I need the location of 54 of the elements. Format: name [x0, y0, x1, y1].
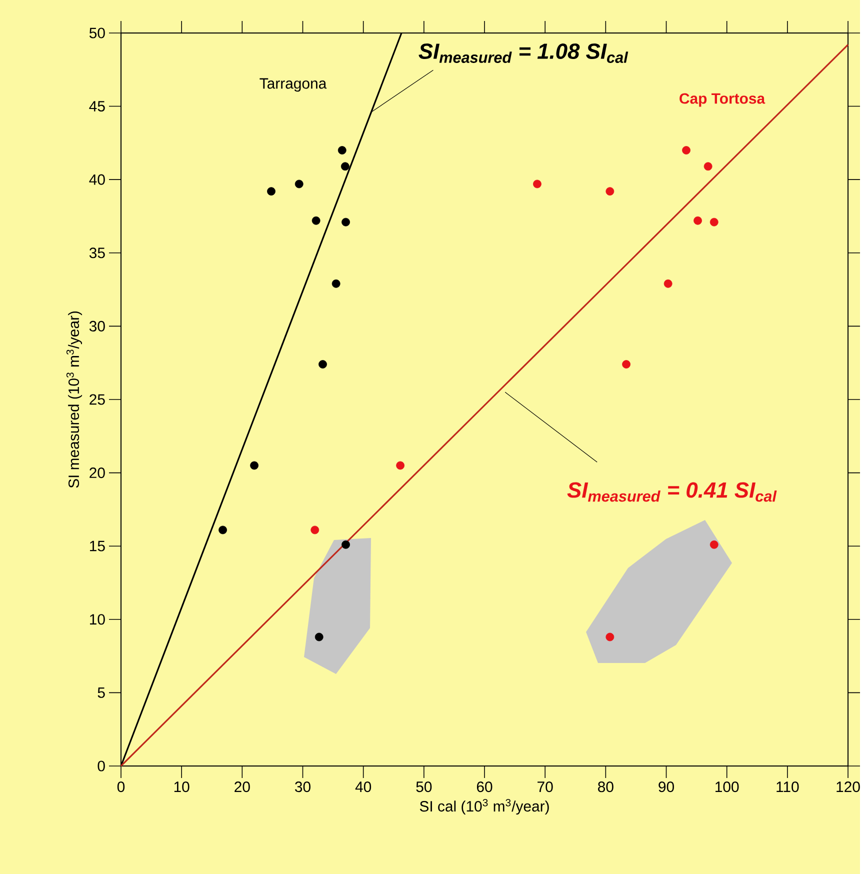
point: [318, 360, 328, 369]
point: [218, 526, 228, 534]
y-tick-label: 35: [90, 248, 105, 258]
y-tick-label: 15: [90, 540, 105, 552]
point: [396, 461, 405, 470]
point: [710, 218, 718, 226]
text: Cap Tortosa: [680, 93, 766, 107]
x-tick-label: 70: [538, 782, 553, 792]
point: [682, 146, 691, 154]
annotation: SI$_{measured}$ = 0.41 SI$_{cal}$: [567, 482, 777, 502]
point: [312, 216, 320, 225]
x-tick-label: 40: [355, 782, 372, 792]
x-tick-label: 120: [836, 782, 860, 792]
point: [267, 187, 276, 196]
y-tick-label: 25: [90, 394, 105, 405]
point: [694, 216, 702, 225]
y-axis-title: SI measured (10$^{3}$ m$^{3}$/year): [66, 311, 82, 488]
point: [606, 187, 614, 196]
annotation: SI$_{measured}$ = 1.08 SI$_{cal}$: [418, 43, 628, 63]
point: [341, 162, 350, 171]
x-tick-label: 10: [174, 782, 190, 792]
y-tick-label: 0: [98, 760, 105, 772]
point: [310, 526, 320, 534]
x-tick-label: 20: [234, 782, 250, 792]
point: [332, 279, 340, 288]
x-tick-label: 110: [776, 782, 799, 792]
x-axis-title: SI cal (10$^{3}$ m$^{3}$/year): [420, 798, 549, 815]
point: [622, 360, 631, 369]
y-tick-label: 50: [90, 28, 105, 38]
x-tick-label: 50: [416, 782, 432, 792]
x-tick-label: 90: [658, 782, 674, 792]
point: [342, 218, 350, 226]
x-tick-label: 100: [716, 782, 739, 792]
y-tick-label: 40: [89, 174, 105, 185]
point: [664, 279, 672, 288]
x-tick-label: 60: [477, 782, 492, 792]
point: [606, 632, 614, 642]
point: [710, 540, 718, 549]
y-tick-label: 5: [98, 687, 105, 698]
point: [295, 180, 304, 188]
x-tick-label: 80: [598, 782, 614, 792]
y-tick-label: 45: [89, 101, 105, 112]
point: [704, 162, 712, 171]
point: [342, 540, 350, 549]
point: [250, 461, 259, 470]
text: Tarragona: [260, 78, 327, 92]
point: [315, 632, 324, 642]
y-tick-label: 20: [90, 468, 105, 478]
point: [533, 180, 542, 188]
y-tick-label: 10: [90, 614, 105, 625]
point: [338, 146, 346, 154]
y-tick-label: 30: [90, 320, 105, 332]
x-tick-label: 0: [118, 782, 125, 792]
x-tick-label: 30: [295, 782, 311, 792]
